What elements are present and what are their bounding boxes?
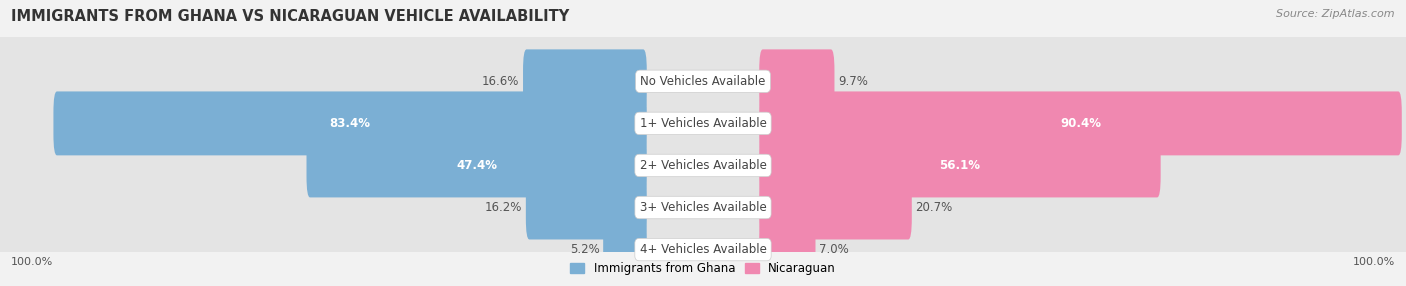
FancyBboxPatch shape	[759, 218, 815, 281]
FancyBboxPatch shape	[53, 92, 647, 155]
Legend: Immigrants from Ghana, Nicaraguan: Immigrants from Ghana, Nicaraguan	[565, 258, 841, 280]
FancyBboxPatch shape	[603, 218, 647, 281]
FancyBboxPatch shape	[759, 176, 911, 239]
Text: No Vehicles Available: No Vehicles Available	[640, 75, 766, 88]
FancyBboxPatch shape	[759, 92, 1402, 155]
Text: 100.0%: 100.0%	[11, 257, 53, 267]
FancyBboxPatch shape	[0, 144, 1406, 271]
Text: IMMIGRANTS FROM GHANA VS NICARAGUAN VEHICLE AVAILABILITY: IMMIGRANTS FROM GHANA VS NICARAGUAN VEHI…	[11, 9, 569, 23]
FancyBboxPatch shape	[0, 102, 1406, 229]
FancyBboxPatch shape	[526, 176, 647, 239]
Text: 9.7%: 9.7%	[838, 75, 868, 88]
Text: 16.2%: 16.2%	[485, 201, 523, 214]
FancyBboxPatch shape	[0, 17, 1406, 145]
Text: 100.0%: 100.0%	[1353, 257, 1395, 267]
FancyBboxPatch shape	[523, 49, 647, 113]
Text: 5.2%: 5.2%	[569, 243, 599, 256]
Text: 47.4%: 47.4%	[456, 159, 498, 172]
Text: 4+ Vehicles Available: 4+ Vehicles Available	[640, 243, 766, 256]
Text: 83.4%: 83.4%	[329, 117, 371, 130]
Text: 20.7%: 20.7%	[915, 201, 952, 214]
FancyBboxPatch shape	[0, 59, 1406, 187]
Text: 1+ Vehicles Available: 1+ Vehicles Available	[640, 117, 766, 130]
FancyBboxPatch shape	[307, 134, 647, 197]
Text: 3+ Vehicles Available: 3+ Vehicles Available	[640, 201, 766, 214]
FancyBboxPatch shape	[759, 49, 835, 113]
Text: 16.6%: 16.6%	[482, 75, 520, 88]
FancyBboxPatch shape	[759, 134, 1161, 197]
Text: 90.4%: 90.4%	[1060, 117, 1101, 130]
Text: Source: ZipAtlas.com: Source: ZipAtlas.com	[1277, 9, 1395, 19]
Text: 56.1%: 56.1%	[939, 159, 980, 172]
Text: 2+ Vehicles Available: 2+ Vehicles Available	[640, 159, 766, 172]
Text: 7.0%: 7.0%	[818, 243, 849, 256]
FancyBboxPatch shape	[0, 186, 1406, 286]
